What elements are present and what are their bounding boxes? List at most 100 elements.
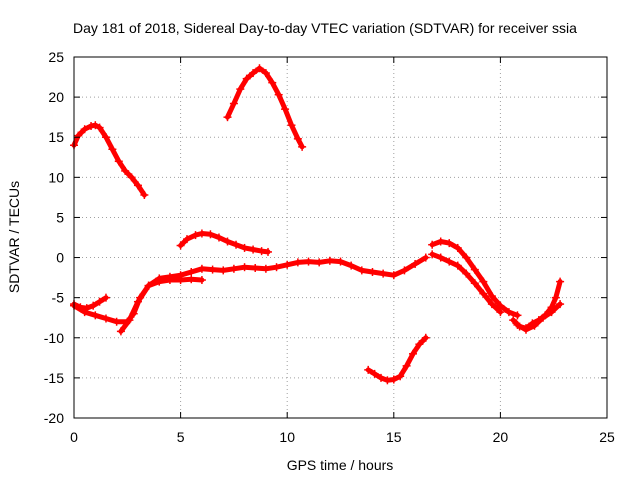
data-point — [101, 293, 110, 302]
series-arc-main-band-lower — [118, 276, 205, 334]
series-layer — [70, 64, 565, 385]
data-point — [114, 157, 123, 166]
x-tick-label: 15 — [386, 429, 402, 445]
data-point — [379, 269, 388, 278]
data-point — [191, 231, 200, 240]
chart-title: Day 181 of 2018, Sidereal Day-to-day VTE… — [73, 20, 577, 36]
series-arc-early-high — [71, 122, 147, 198]
data-point — [264, 247, 273, 256]
y-tick-label: 5 — [56, 209, 64, 225]
data-point — [445, 257, 454, 266]
data-point — [232, 240, 241, 249]
data-point — [462, 253, 471, 262]
data-point — [108, 145, 117, 154]
data-point — [470, 279, 479, 288]
data-point — [521, 325, 530, 334]
data-point — [125, 316, 134, 325]
data-point — [357, 266, 366, 275]
data-point — [287, 121, 296, 130]
data-point — [551, 293, 560, 302]
series-arc-afternoon-dip — [365, 335, 429, 383]
data-point — [315, 258, 324, 267]
data-point — [261, 69, 270, 78]
data-point — [428, 250, 437, 259]
data-point — [547, 308, 556, 317]
y-tick-label: 0 — [56, 250, 64, 266]
data-point — [121, 166, 130, 175]
data-point — [240, 263, 249, 272]
data-point — [251, 263, 260, 272]
x-axis-title: GPS time / hours — [287, 457, 394, 473]
x-tick-label: 20 — [493, 429, 509, 445]
x-tick-label: 0 — [70, 429, 78, 445]
data-point — [421, 253, 430, 262]
series-arc-afternoon-high — [429, 239, 520, 318]
plot-frame — [73, 56, 608, 419]
data-point — [95, 297, 104, 306]
data-point — [513, 311, 522, 320]
y-tick-label: -10 — [44, 330, 64, 346]
y-tick-label: -20 — [44, 410, 64, 426]
data-point — [479, 289, 488, 298]
data-point — [268, 78, 277, 87]
grid — [74, 57, 607, 418]
data-point — [400, 266, 409, 275]
data-point — [281, 105, 290, 114]
data-point — [368, 267, 377, 276]
data-point — [74, 131, 83, 140]
data-point — [87, 121, 96, 130]
x-tick-label: 25 — [599, 429, 615, 445]
data-point — [101, 133, 110, 142]
data-point — [255, 64, 264, 73]
data-point — [304, 257, 313, 266]
data-point — [223, 237, 232, 246]
data-point — [496, 308, 505, 317]
data-point — [242, 74, 251, 83]
data-point — [95, 123, 104, 132]
y-tick-label: -15 — [44, 370, 64, 386]
data-point — [487, 300, 496, 309]
data-point — [187, 275, 196, 284]
y-axis-title: SDTVAR / TECUs — [6, 181, 22, 293]
data-point — [370, 369, 379, 378]
data-point — [116, 327, 125, 336]
data-point — [389, 271, 398, 280]
data-point — [364, 365, 373, 374]
x-tick-label: 5 — [177, 429, 185, 445]
data-point — [504, 308, 513, 317]
data-point — [274, 90, 283, 99]
data-point — [470, 265, 479, 274]
data-point — [229, 264, 238, 273]
y-tick-label: -5 — [52, 290, 65, 306]
data-point — [197, 264, 206, 273]
data-point — [411, 259, 420, 268]
data-point — [140, 190, 149, 199]
data-point — [298, 142, 307, 151]
data-point — [415, 340, 424, 349]
y-tick-label: 10 — [48, 169, 64, 185]
data-point — [453, 261, 462, 270]
data-point — [80, 125, 89, 134]
data-point — [197, 276, 206, 285]
data-point — [155, 277, 164, 286]
data-point — [187, 267, 196, 276]
data-point — [336, 257, 345, 266]
data-point — [389, 375, 398, 384]
y-tick-label: 15 — [48, 129, 64, 145]
data-point — [445, 239, 454, 248]
data-point — [257, 247, 266, 256]
data-point — [293, 134, 302, 143]
data-point — [487, 292, 496, 301]
data-point — [197, 229, 206, 238]
data-point — [176, 276, 185, 285]
data-point — [436, 237, 445, 246]
data-point — [272, 263, 281, 272]
y-tick-label: 20 — [48, 89, 64, 105]
data-point — [236, 85, 245, 94]
y-tick-label: 25 — [48, 49, 64, 65]
data-point — [347, 261, 356, 270]
data-point — [249, 69, 258, 78]
x-tick-label: 10 — [279, 429, 295, 445]
data-point — [421, 333, 430, 342]
